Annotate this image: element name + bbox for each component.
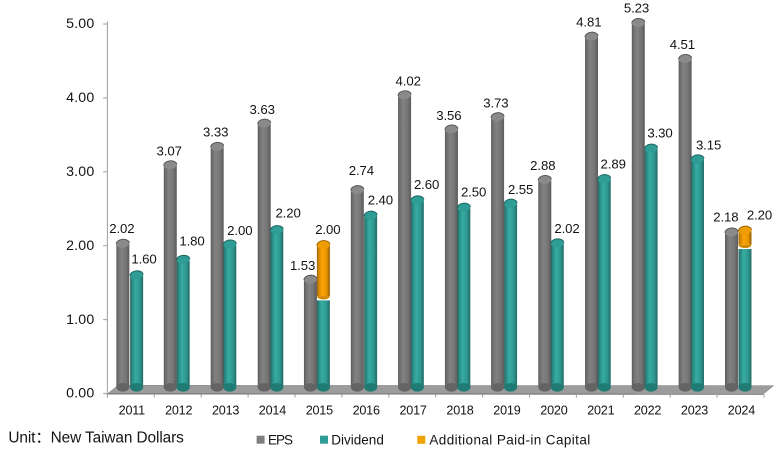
svg-text:2.00: 2.00 (315, 222, 340, 237)
svg-text:Unit：New Taiwan Dollars: Unit：New Taiwan Dollars (8, 430, 184, 447)
svg-text:2020: 2020 (540, 404, 567, 418)
svg-text:5.23: 5.23 (624, 1, 649, 16)
svg-text:2.20: 2.20 (275, 205, 300, 220)
svg-text:2024: 2024 (728, 404, 755, 418)
svg-text:2.74: 2.74 (349, 163, 374, 178)
svg-text:Additional Paid-in Capital: Additional Paid-in Capital (429, 432, 590, 447)
svg-text:4.00: 4.00 (66, 90, 94, 106)
svg-text:2.89: 2.89 (601, 157, 626, 172)
svg-text:0.00: 0.00 (66, 386, 94, 402)
svg-text:1.80: 1.80 (179, 234, 204, 249)
svg-text:3.63: 3.63 (250, 102, 275, 117)
svg-text:2.00: 2.00 (227, 223, 252, 238)
svg-text:5.00: 5.00 (66, 16, 94, 32)
svg-text:1.60: 1.60 (131, 251, 156, 266)
svg-text:4.81: 4.81 (576, 15, 601, 30)
svg-text:2.02: 2.02 (109, 221, 134, 236)
svg-text:Dividend: Dividend (331, 432, 384, 447)
svg-text:3.73: 3.73 (483, 96, 508, 111)
svg-text:2.02: 2.02 (554, 221, 579, 236)
svg-text:3.30: 3.30 (647, 126, 672, 141)
svg-text:EPS: EPS (268, 432, 293, 447)
svg-text:2018: 2018 (446, 404, 473, 418)
svg-text:2.55: 2.55 (508, 182, 533, 197)
svg-text:3.33: 3.33 (203, 125, 228, 140)
svg-text:2019: 2019 (493, 404, 520, 418)
svg-text:4.02: 4.02 (396, 74, 421, 89)
svg-text:3.00: 3.00 (66, 164, 94, 180)
svg-text:2.20: 2.20 (747, 208, 772, 223)
svg-text:2021: 2021 (587, 404, 614, 418)
svg-text:2017: 2017 (399, 404, 426, 418)
svg-text:2.60: 2.60 (414, 177, 439, 192)
svg-text:3.15: 3.15 (696, 137, 721, 152)
svg-text:2022: 2022 (634, 404, 661, 418)
svg-text:2011: 2011 (119, 404, 145, 418)
svg-text:2.18: 2.18 (713, 210, 738, 225)
svg-text:2014: 2014 (259, 404, 286, 418)
svg-text:2016: 2016 (353, 404, 380, 418)
svg-text:2.00: 2.00 (66, 238, 94, 254)
svg-text:2023: 2023 (681, 404, 708, 418)
svg-text:1.53: 1.53 (290, 258, 315, 273)
svg-text:3.07: 3.07 (157, 144, 182, 159)
svg-text:2.40: 2.40 (368, 193, 393, 208)
svg-text:4.51: 4.51 (670, 37, 695, 52)
svg-text:3.56: 3.56 (436, 108, 461, 123)
svg-text:1.00: 1.00 (66, 312, 94, 328)
svg-text:2015: 2015 (306, 404, 333, 418)
svg-text:2012: 2012 (165, 404, 192, 418)
svg-text:2.88: 2.88 (530, 158, 555, 173)
svg-text:2.50: 2.50 (461, 185, 486, 200)
svg-text:2013: 2013 (212, 404, 239, 418)
